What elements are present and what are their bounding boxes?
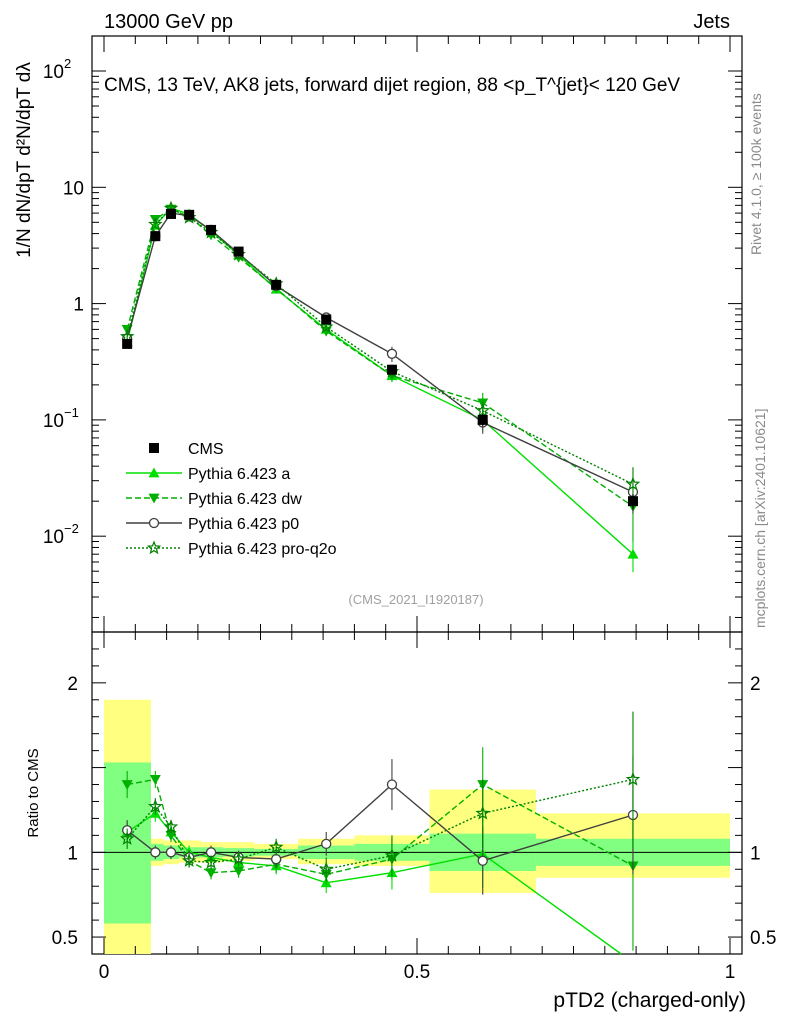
series-marker-main [148,216,163,231]
legend-series-marker [146,540,162,555]
series-marker-main [318,319,334,334]
series-line-main [126,208,634,508]
legend-series-label: Pythia 6.423 a [188,466,290,483]
ratio-y-tick-label-right: 1 [750,843,761,864]
main-y-tick-exponent: −2 [64,521,79,536]
series-marker-ratio [163,819,179,834]
main-y-tick-label: 1 [73,295,84,316]
legend-cms-label: CMS [188,441,224,458]
cms-data-point [271,279,282,290]
main-y-tick-label: 10 [43,62,64,83]
legend-series-label: Pythia 6.423 dw [188,491,302,508]
x-tick-label: 1 [725,962,736,983]
series-marker-ratio [384,848,400,862]
ratio-axis-ticks: 0.5 0.5 1 1 2 2 [52,631,776,955]
series-marker-ratio [321,838,332,849]
ratio-y-tick-label-right: 0.5 [750,928,776,949]
series-marker-ratio [148,798,163,813]
series-marker-ratio [233,866,245,877]
series-marker-ratio [165,847,177,858]
cms-data-point [627,496,638,507]
main-y-axis-label: 1/N dN/dpT d²N/dpT dλ [14,62,35,258]
main-y-tick-label: 10 [43,411,64,432]
x-axis-label: pTD2 (charged-only) [553,989,746,1012]
series-marker-ratio [475,805,490,820]
series-marker-ratio [386,779,398,790]
rivet-version-text: Rivet 4.1.0, ≥ 100k events [748,93,764,255]
header-left-text: 13000 GeV pp [104,11,233,33]
series-marker-ratio [181,853,197,867]
cms-data-points [122,208,638,510]
series-marker-ratio [477,855,488,866]
series-line-ratio [127,778,634,876]
main-y-tick-exponent: −1 [64,405,79,420]
main-y-tick-label: 10 [63,178,84,199]
series-marker-ratio [270,853,282,865]
ratio-y-tick-label-left: 1 [67,843,78,864]
series-marker-ratio [165,831,177,841]
legend-series-label: Pythia 6.423 pro-q2o [188,541,337,558]
cms-data-point [165,208,176,219]
cms-data-point [477,414,488,425]
uncertainty-bands [104,699,730,954]
ratio-panel-frame [91,631,743,955]
series-marker-main [627,548,639,559]
ratio-y-tick-label-left: 2 [67,674,78,695]
series-marker-ratio [121,780,133,790]
cms-data-point [386,364,397,375]
legend-series-marker [148,517,160,529]
series-marker-ratio [205,868,217,879]
legend-series-label: Pythia 6.423 p0 [188,516,299,533]
cms-data-point [122,338,133,349]
series-marker-ratio [268,839,284,854]
analysis-id: (CMS_2021_I1920187) [348,592,483,607]
x-tick-label: 0.5 [404,962,430,983]
ratio-y-tick-label-left: 0.5 [52,928,78,949]
legend: CMS Pythia 6.423 a Pythia 6.423 dw Pythia 6… [126,441,337,558]
series-marker-ratio [149,775,161,785]
series-marker-ratio [150,847,161,858]
ratio-y-axis-label: Ratio to CMS [25,748,42,837]
series-marker-ratio [318,861,334,876]
series-marker-ratio [625,771,641,786]
legend-series-marker [148,467,160,478]
ratio-y-tick-label-right: 2 [750,674,761,695]
series-marker-main [625,476,641,491]
plot-title: CMS, 13 TeV, AK8 jets, forward dijet reg… [104,75,680,96]
series-marker-ratio [203,854,219,869]
mcplots-site-text: mcplots.cern.ch [arXiv:2401.10621] [752,409,768,628]
series-marker-ratio [231,851,246,866]
mc-ratio-series [119,711,641,955]
cms-data-point [321,314,332,325]
x-axis-ticks: 0 0.5 1 [99,36,736,983]
series-marker-main [386,348,398,359]
main-y-tick-label: 10 [43,527,64,548]
header-right-text: Jets [693,11,730,33]
legend-series-marker [148,493,160,504]
legend-cms-marker [149,443,159,453]
cms-data-point [150,231,161,242]
cms-data-point [184,209,195,220]
cms-data-point [233,246,244,257]
x-tick-label: 0 [99,962,110,983]
main-y-tick-exponent: 2 [64,56,71,71]
series-marker-ratio [119,831,135,845]
series-marker-main [475,403,490,417]
cms-data-point [206,224,217,235]
